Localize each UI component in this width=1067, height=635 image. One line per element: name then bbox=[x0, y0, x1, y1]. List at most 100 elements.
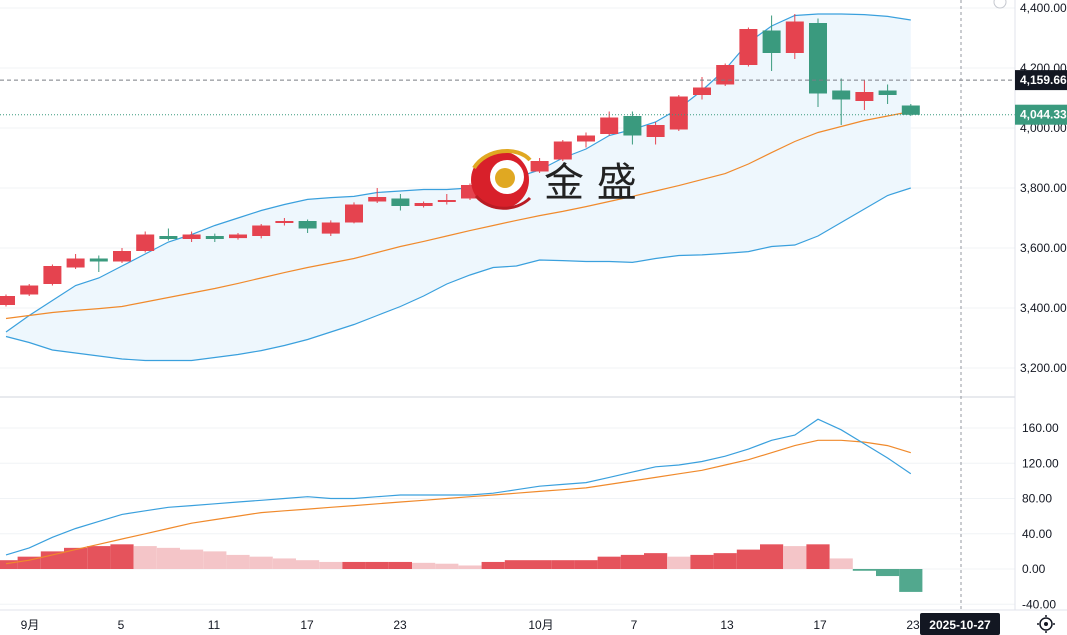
candle[interactable] bbox=[878, 84, 897, 105]
candle[interactable] bbox=[600, 111, 619, 136]
histogram-bar bbox=[852, 569, 876, 571]
histogram-bar bbox=[899, 569, 923, 592]
bollinger-lower-line bbox=[5, 187, 911, 362]
candle[interactable] bbox=[785, 14, 804, 59]
time-tick-label: 13 bbox=[720, 618, 734, 632]
histogram-bar bbox=[365, 561, 389, 569]
candle[interactable] bbox=[159, 228, 178, 241]
candle[interactable] bbox=[646, 122, 665, 145]
candle[interactable] bbox=[391, 194, 410, 211]
candle[interactable] bbox=[298, 219, 317, 234]
candle[interactable] bbox=[205, 233, 224, 242]
histogram-bar bbox=[296, 560, 320, 569]
histogram-bar bbox=[620, 554, 644, 569]
histogram-bar bbox=[783, 546, 807, 569]
macd-pane[interactable] bbox=[0, 418, 923, 592]
price-pane[interactable] bbox=[0, 13, 1015, 362]
histogram-bar bbox=[412, 562, 436, 569]
macd-tick-label: 0.00 bbox=[1022, 562, 1046, 576]
candle[interactable] bbox=[553, 140, 572, 161]
time-tick-label: 23 bbox=[393, 618, 407, 632]
histogram-bar bbox=[0, 560, 18, 569]
macd-line bbox=[5, 418, 912, 556]
histogram-bar bbox=[272, 558, 296, 569]
histogram-bar bbox=[713, 553, 737, 569]
histogram-bar bbox=[528, 560, 552, 569]
histogram-bar bbox=[64, 547, 88, 569]
candle[interactable] bbox=[20, 284, 39, 296]
time-tick-label: 5 bbox=[118, 618, 125, 632]
current-date-badge: 2025-10-27 bbox=[920, 613, 1000, 635]
time-tick-label: 11 bbox=[208, 618, 221, 632]
candle[interactable] bbox=[577, 132, 595, 148]
time-tick-label: 17 bbox=[300, 618, 314, 632]
histogram-bar bbox=[667, 556, 691, 569]
price-badges: 4,159.66 4,044.33 bbox=[1015, 70, 1067, 125]
price-axis[interactable]: 4,400.004,200.004,000.003,800.003,600.00… bbox=[1020, 1, 1067, 375]
bollinger-band-fill bbox=[6, 14, 911, 361]
histogram-bar bbox=[458, 565, 482, 569]
candle[interactable] bbox=[901, 104, 920, 116]
bollinger-middle-line bbox=[5, 110, 911, 320]
golden-globe-logo bbox=[471, 148, 532, 210]
macd-tick-label: 40.00 bbox=[1022, 527, 1052, 541]
histogram-bar bbox=[690, 554, 714, 569]
candle[interactable] bbox=[739, 27, 758, 67]
gear-icon[interactable] bbox=[1037, 615, 1055, 633]
histogram-bar bbox=[829, 558, 853, 569]
time-tick-label: 10月 bbox=[528, 618, 553, 632]
candle[interactable] bbox=[43, 264, 62, 286]
macd-axis[interactable]: 160.00 120.00 80.00 40.00 0.00 -40.00 bbox=[1022, 421, 1059, 611]
candle[interactable] bbox=[66, 254, 85, 269]
candle[interactable] bbox=[275, 218, 294, 226]
candle[interactable] bbox=[229, 233, 247, 240]
candle[interactable] bbox=[623, 111, 642, 145]
candle[interactable] bbox=[809, 18, 827, 108]
candle[interactable] bbox=[368, 188, 387, 203]
histogram-bar bbox=[40, 551, 64, 569]
candle[interactable] bbox=[89, 255, 108, 273]
candle[interactable] bbox=[716, 63, 735, 87]
candle[interactable] bbox=[345, 202, 363, 224]
candle[interactable] bbox=[832, 78, 851, 126]
candle[interactable] bbox=[437, 194, 456, 205]
macd-histogram bbox=[0, 544, 923, 592]
candle[interactable] bbox=[182, 231, 201, 243]
histogram-bar bbox=[180, 549, 204, 569]
macd-signal-line bbox=[5, 439, 911, 565]
histogram-bar bbox=[481, 561, 505, 569]
candle[interactable] bbox=[0, 294, 15, 307]
candle[interactable] bbox=[530, 158, 549, 173]
histogram-bar bbox=[226, 554, 250, 569]
candle[interactable] bbox=[669, 95, 688, 131]
grid-lines bbox=[0, 7, 1015, 605]
candle[interactable] bbox=[414, 201, 433, 208]
price-level-lines bbox=[0, 79, 1015, 116]
candle[interactable] bbox=[113, 248, 131, 263]
time-axis[interactable]: 9月 5 11 17 23 10月 7 13 17 23 bbox=[0, 609, 1067, 632]
candle[interactable] bbox=[321, 220, 340, 236]
histogram-bar bbox=[876, 569, 900, 577]
histogram-bar bbox=[17, 556, 41, 569]
candle[interactable] bbox=[855, 80, 874, 110]
candle[interactable] bbox=[252, 224, 271, 239]
candle[interactable] bbox=[762, 15, 781, 72]
current-date-label: 2025-10-27 bbox=[929, 618, 991, 632]
histogram-bar bbox=[388, 561, 412, 569]
histogram-bar bbox=[504, 560, 528, 569]
histogram-bar bbox=[597, 556, 621, 569]
price-tick-label: 3,800.00 bbox=[1020, 181, 1067, 195]
watermark-text: 金 盛 bbox=[544, 160, 637, 206]
macd-tick-label: 80.00 bbox=[1022, 492, 1052, 506]
histogram-bar bbox=[736, 549, 760, 569]
candlesticks[interactable] bbox=[0, 14, 920, 307]
histogram-bar bbox=[760, 544, 784, 569]
candle[interactable] bbox=[136, 231, 155, 253]
price-badge: 4,159.66 bbox=[1015, 70, 1067, 91]
candle[interactable] bbox=[693, 77, 711, 100]
histogram-bar bbox=[133, 546, 157, 569]
scroll-to-realtime-icon[interactable] bbox=[993, 0, 1007, 9]
histogram-bar bbox=[342, 561, 366, 569]
price-tick-label: 3,600.00 bbox=[1020, 241, 1067, 255]
